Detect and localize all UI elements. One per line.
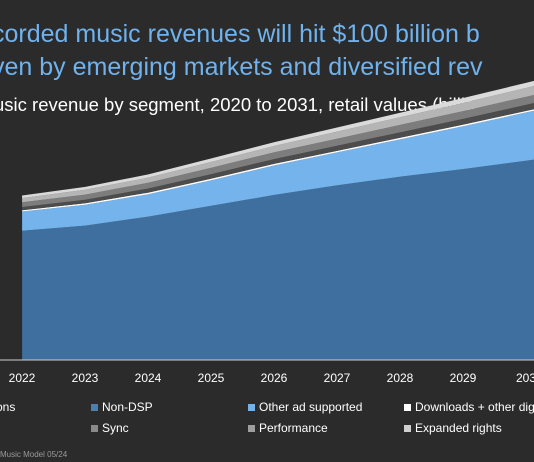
legend-item: Expanded rights (404, 421, 502, 435)
legend-swatch (404, 403, 411, 411)
legend-label: Downloads + other dig (415, 400, 534, 414)
legend-swatch (248, 403, 255, 411)
legend-label: Performance (259, 421, 328, 435)
area-series-group (22, 80, 534, 360)
legend-item: Other ad supported (248, 400, 362, 414)
source-note: Music Model 05/24 (0, 450, 68, 459)
x-tick-label: 2024 (135, 371, 162, 385)
x-tick-labels: 2022 2023 2024 2025 2026 2027 2028 2029 203 (9, 371, 534, 385)
legend-label: Expanded rights (415, 421, 502, 435)
legend-label: Non-DSP (102, 400, 153, 414)
x-tick-label: 2023 (72, 371, 99, 385)
legend-label: Other ad supported (259, 400, 363, 414)
legend-item: ons (0, 400, 15, 414)
legend-item: Downloads + other dig (404, 400, 534, 414)
legend-item: Non-DSP (91, 400, 153, 414)
x-tick-label: 2026 (261, 371, 288, 385)
legend-swatch (248, 424, 255, 432)
area-non-dsp (22, 159, 534, 360)
legend-item: Sync (91, 421, 129, 435)
x-tick-label: 2028 (387, 371, 414, 385)
x-tick-label: 2029 (450, 371, 477, 385)
legend-label: ons (0, 400, 16, 414)
legend-item: Performance (248, 421, 328, 435)
legend-swatch (91, 424, 98, 432)
legend-label: Sync (102, 421, 129, 435)
chart-title-line-2: ven by emerging markets and diversified … (0, 53, 483, 81)
area-other-ad-supported (22, 110, 534, 231)
chart-subtitle: usic revenue by segment, 2020 to 2031, r… (0, 94, 476, 115)
legend-swatch (91, 403, 98, 411)
chart-title-line-1: corded music revenues will hit $100 bill… (0, 20, 480, 48)
x-tick-label: 203 (516, 371, 534, 385)
x-tick-label: 2027 (324, 371, 351, 385)
x-tick-label: 2025 (198, 371, 225, 385)
legend-swatch (404, 424, 411, 432)
x-tick-label: 2022 (9, 371, 36, 385)
